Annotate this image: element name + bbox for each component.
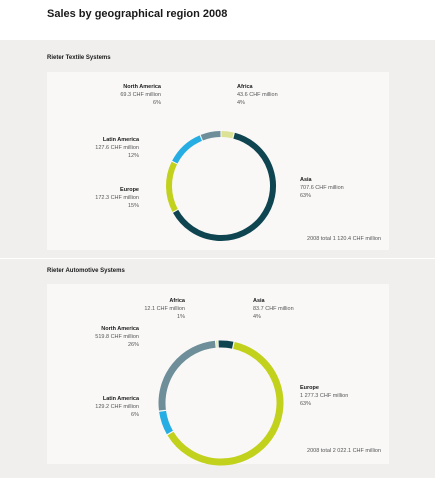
total-label: 2008 total 2 022.1 CHF million xyxy=(307,448,381,454)
donut-slice-asia xyxy=(173,132,276,241)
donut-chart-textile xyxy=(166,131,276,241)
label-africa: Africa 43.6 CHF million 4% xyxy=(237,84,278,106)
label-north-america: North America 519.8 CHF million 26% xyxy=(95,326,139,348)
label-north-america: North America 69.3 CHF million 6% xyxy=(120,84,161,106)
donut-slice-latin-america xyxy=(172,135,203,164)
total-label: 2008 total 1 120.4 CHF million xyxy=(307,236,381,242)
donut-slice-north-america xyxy=(158,340,216,411)
donut-slice-latin-america xyxy=(159,410,173,435)
label-africa: Africa 12.1 CHF million 1% xyxy=(144,298,185,320)
page-title: Sales by geographical region 2008 xyxy=(47,8,228,20)
donut-slice-europe xyxy=(166,161,178,212)
donut-slice-north-america xyxy=(200,131,221,141)
label-europe: Europe 1 277.3 CHF million 63% xyxy=(300,385,349,407)
label-latin-america: Latin America 129.2 CHF million 6% xyxy=(95,396,139,418)
chart-title-textile: Rieter Textile Systems xyxy=(47,55,111,61)
label-asia: Asia 707.6 CHF million 63% xyxy=(300,177,344,199)
donut-chart-automotive xyxy=(158,340,284,466)
chart-card-automotive: Africa 12.1 CHF million 1% Asia 83.7 CHF… xyxy=(47,284,389,466)
donut-slice-asia xyxy=(218,340,234,349)
label-europe: Europe 172.3 CHF million 15% xyxy=(95,187,139,209)
donut-slice-africa xyxy=(221,131,234,139)
chart-card-textile: North America 69.3 CHF million 6% Africa… xyxy=(47,72,389,250)
label-asia: Asia 83.7 CHF million 4% xyxy=(253,298,294,320)
donut-slice-europe xyxy=(167,342,284,466)
chart-title-automotive: Rieter Automotive Systems xyxy=(47,268,125,274)
label-latin-america: Latin America 127.6 CHF million 12% xyxy=(95,137,139,159)
